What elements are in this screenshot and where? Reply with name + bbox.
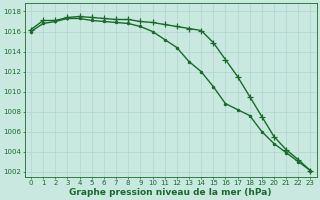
X-axis label: Graphe pression niveau de la mer (hPa): Graphe pression niveau de la mer (hPa) <box>69 188 272 197</box>
